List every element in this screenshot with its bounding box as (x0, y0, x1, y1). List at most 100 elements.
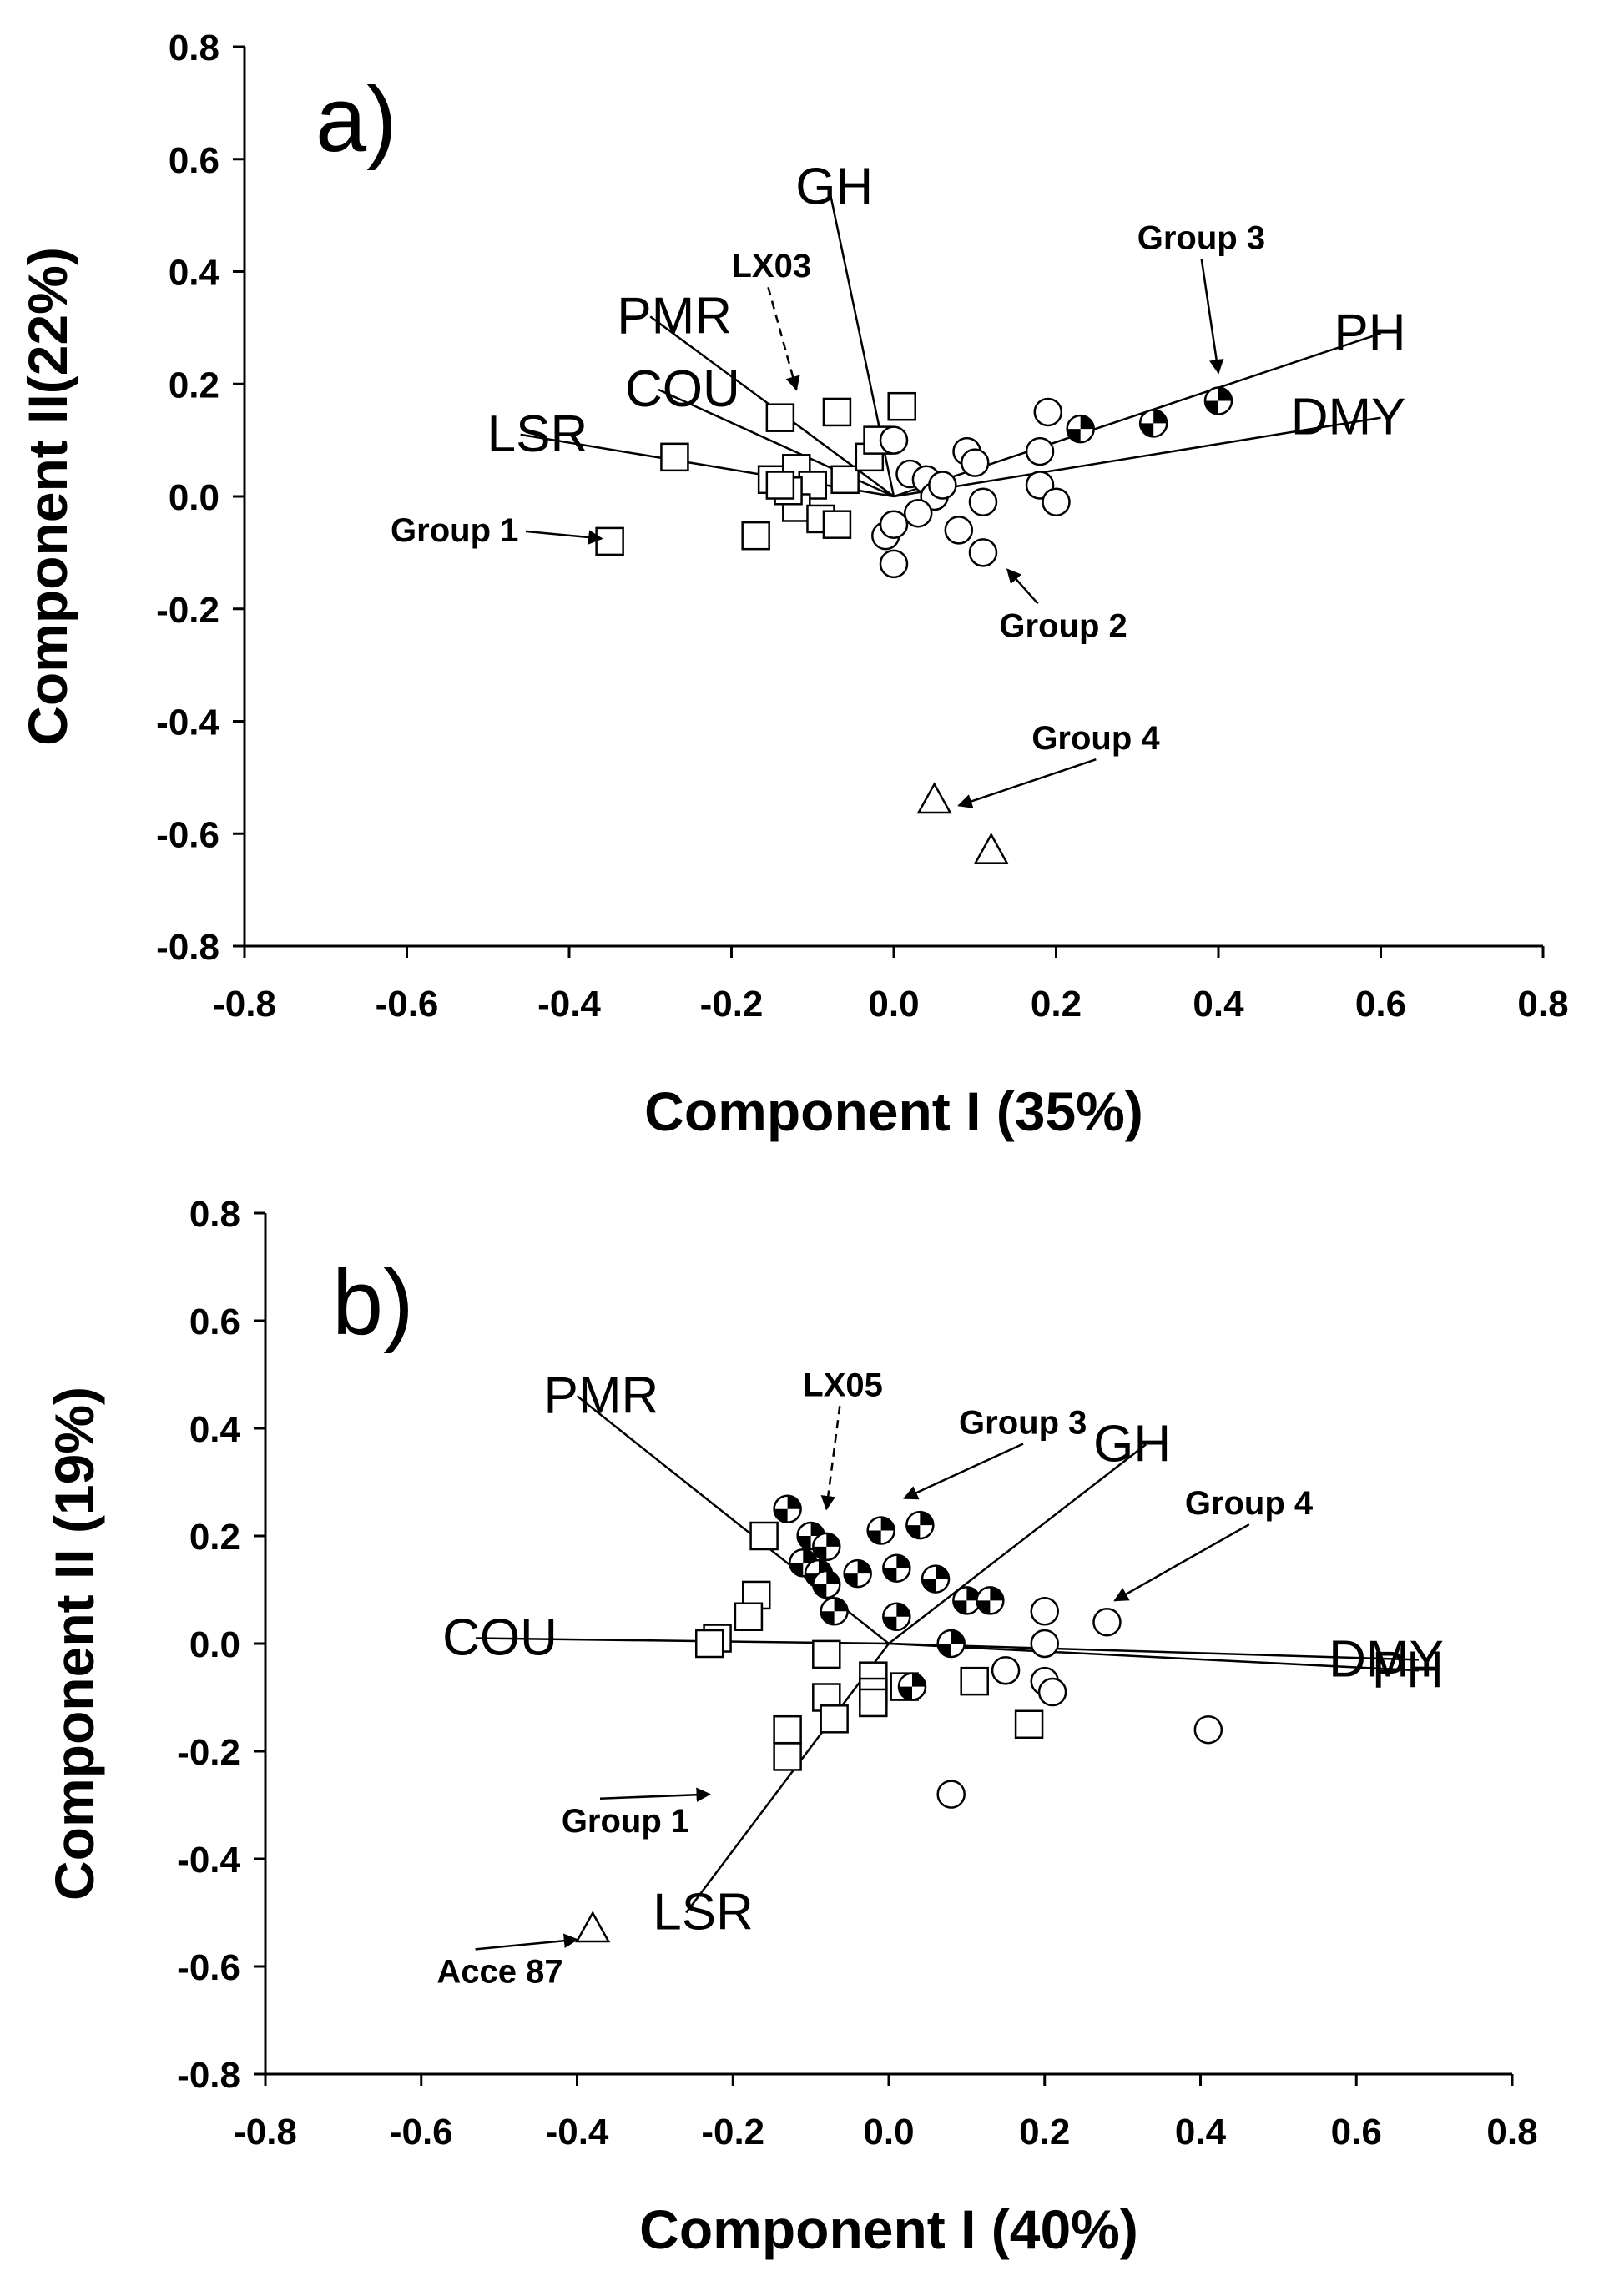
vector-label: GH (795, 158, 873, 215)
point-circle (961, 448, 990, 477)
annotation-label: Group 3 (1137, 220, 1265, 257)
x-axis-label: Component I (35%) (644, 1080, 1143, 1142)
panel-label: b) (332, 1251, 414, 1354)
y-axis-label: Component II(22%) (17, 247, 78, 746)
point-square (859, 1688, 888, 1718)
annotation-arrow (599, 1787, 711, 1802)
point-circle (1025, 436, 1055, 466)
x-tick-label: -0.6 (376, 984, 439, 1025)
point-filled-circle (812, 1532, 841, 1562)
point-triangle (575, 1911, 611, 1943)
chart-panel-a: -0.8 -0.6 -0.4 -0.2 0.0 0.2 0.4 0.6 0.8 0.8 0.6 0.4… (17, 28, 1569, 1142)
point-fill-quadrant (787, 1495, 801, 1509)
point-fill-quadrant (813, 1584, 827, 1599)
point-square (812, 1639, 841, 1669)
point-fill-quadrant (896, 1554, 910, 1568)
point-fill-quadrant (810, 1523, 825, 1536)
annotation-label: LX03 (732, 248, 812, 284)
point-square (765, 471, 795, 500)
point-fill-quadrant (883, 1568, 897, 1582)
point-fill-quadrant (1153, 410, 1168, 424)
point-square (741, 521, 770, 551)
loading-vector (893, 416, 1381, 498)
annotation-label: Group 2 (999, 607, 1127, 644)
point-circle (1037, 1677, 1067, 1707)
point-square (773, 1742, 802, 1771)
point-fill-quadrant (920, 1512, 934, 1526)
point-square (765, 403, 795, 432)
point-filled-circle (921, 1564, 951, 1594)
vector-label: DMY (1329, 1630, 1444, 1688)
annotation-arrow (903, 1443, 1024, 1500)
x-tick-label: 0.6 (1355, 984, 1406, 1025)
point-fill-quadrant (797, 1536, 811, 1549)
x-tick-label: 0.0 (863, 2112, 914, 2152)
x-tick-label: 0.2 (1031, 984, 1082, 1025)
point-square (660, 442, 689, 472)
point-fill-quadrant (834, 1598, 848, 1612)
point-fill-quadrant (936, 1565, 950, 1579)
point-circle (1193, 1714, 1223, 1745)
point-fill-quadrant (951, 1630, 965, 1644)
x-axis-label: Component I (40%) (639, 2198, 1138, 2260)
point-square (1014, 1709, 1044, 1739)
annotation-arrow (525, 530, 603, 545)
point-circle (903, 498, 933, 528)
point-fill-quadrant (844, 1573, 858, 1588)
vector-label: DMY (1291, 389, 1406, 446)
point-circle (1033, 397, 1063, 427)
annotation-label: Group 3 (959, 1404, 1087, 1441)
y-tick-label: 0.4 (169, 253, 220, 294)
point-fill-quadrant (922, 1578, 936, 1593)
point-fill-quadrant (883, 1616, 897, 1630)
panel-label: a) (315, 68, 397, 171)
loading-vector (888, 1443, 1147, 1644)
annotation-arrow (1006, 568, 1039, 605)
point-fill-quadrant (867, 1530, 881, 1544)
point-fill-quadrant (896, 1603, 910, 1617)
point-fill-quadrant (826, 1533, 840, 1547)
point-square (960, 1666, 989, 1696)
annotation-label: Group 4 (1185, 1485, 1314, 1522)
y-tick-label: 0.4 (189, 1409, 241, 1450)
x-tick-label: 0.2 (1019, 2112, 1070, 2152)
point-fill-quadrant (1205, 400, 1218, 415)
x-tick-label: -0.2 (700, 984, 764, 1025)
y-tick-label: -0.8 (177, 2055, 240, 2096)
point-circle (879, 425, 909, 455)
point-square (887, 391, 916, 421)
y-tick-label: 0.6 (189, 1302, 240, 1342)
y-tick-label: -0.2 (177, 1732, 240, 1773)
point-filled-circle (1138, 409, 1168, 438)
loading-vector (888, 1642, 1420, 1672)
annotation-arrow (820, 1406, 841, 1511)
x-tick-label: -0.4 (546, 2112, 609, 2152)
y-axis-label: Component II (19%) (43, 1387, 105, 1901)
point-filled-circle (820, 1597, 849, 1626)
point-filled-circle (812, 1569, 841, 1599)
y-tick-label: -0.8 (156, 927, 219, 968)
annotation-label: Group 1 (562, 1803, 689, 1840)
vector-label: PH (1334, 305, 1405, 362)
loading-vector (888, 1642, 1419, 1661)
point-circle (879, 510, 909, 539)
y-tick-label: -0.4 (156, 702, 219, 743)
vector-label: COU (625, 360, 740, 418)
point-filled-circle (866, 1516, 895, 1545)
point-circle (1092, 1607, 1122, 1637)
annotation-label: Group 1 (391, 512, 518, 549)
point-square (773, 1714, 802, 1745)
x-tick-label: 0.6 (1331, 2112, 1382, 2152)
y-tick-label: -0.2 (156, 590, 219, 631)
annotation-arrow (475, 1933, 579, 1951)
annotation-arrow (1200, 259, 1224, 375)
vector-label: PMR (544, 1367, 659, 1424)
point-fill-quadrant (826, 1571, 840, 1585)
point-filled-circle (936, 1629, 966, 1659)
x-tick-label: 0.0 (868, 984, 919, 1025)
point-circle (936, 1780, 966, 1809)
y-tick-label: -0.4 (177, 1840, 240, 1881)
point-circle (1042, 487, 1071, 516)
annotation-arrow (767, 286, 800, 391)
point-fill-quadrant (1067, 429, 1081, 443)
